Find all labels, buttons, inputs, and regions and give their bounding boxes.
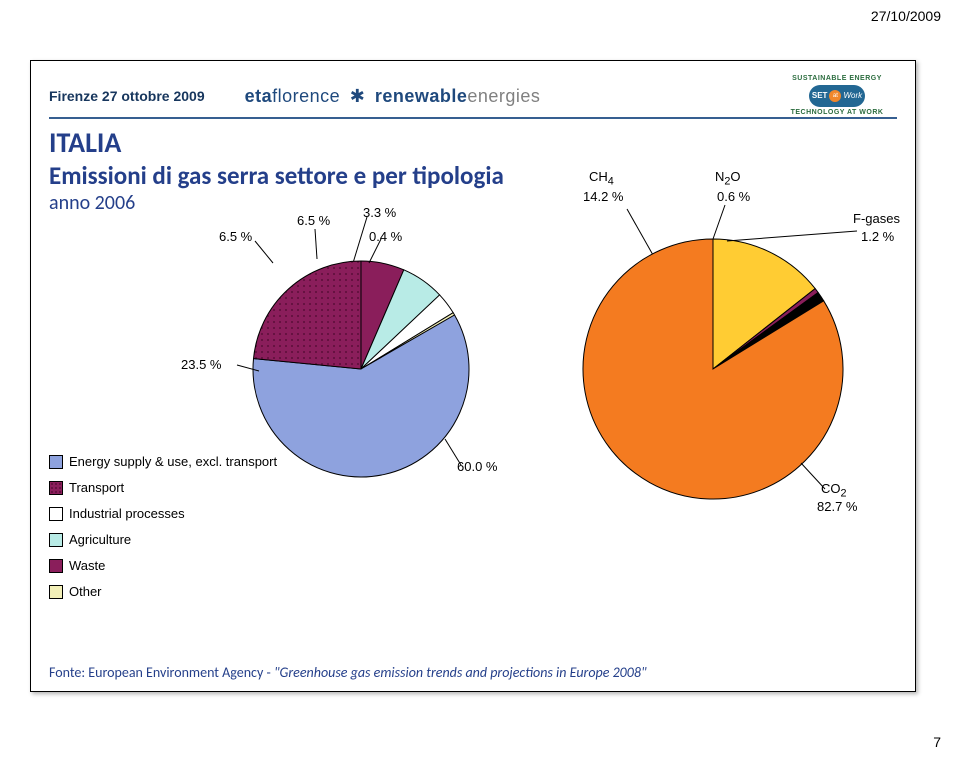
pie-slice-label: 6.5 % [297,213,330,228]
leader-line [627,209,653,255]
pie-slice-label: 14.2 % [583,189,623,204]
leader-line [713,205,725,239]
brand-energies: energies [467,86,540,106]
pie-slice-label: 0.6 % [717,189,750,204]
header: Firenze 27 ottobre 2009 etaflorence ✱ re… [49,77,897,115]
chart-area: Energy supply & use, excl. transportTran… [49,181,897,645]
pie-slice-label: 82.7 % [817,499,857,514]
pie-slice-label: 0.4 % [369,229,402,244]
pie-slice-label: 23.5 % [181,357,221,372]
pie-slice-label: 1.2 % [861,229,894,244]
source-title: "Greenhouse gas emission trends and proj… [274,664,647,681]
pie-slice-label-top: CO2 [821,481,847,500]
brand-renewable: renewable [375,86,468,106]
page-date: 27/10/2009 [871,8,941,24]
source-prefix: Fonte: European Environment Agency - [49,664,274,681]
logo-badge: SET at Work [809,85,865,107]
set-at-work-logo: SUSTAINABLE ENERGY SET at Work TECHNOLOG… [777,75,897,116]
brand-florence: florence [272,86,340,106]
pie-slice-label: 6.5 % [219,229,252,244]
pie-slice-label-top: F-gases [853,211,900,226]
brand-title: etaflorence ✱ renewableenergies [245,86,541,107]
logo-line3: TECHNOLOGY AT WORK [777,109,897,117]
slide-frame: Firenze 27 ottobre 2009 etaflorence ✱ re… [30,60,916,692]
pie-slice-label-top: N2O [715,169,741,188]
source-citation: Fonte: European Environment Agency - "Gr… [49,664,647,681]
logo-at-icon: at [829,90,841,102]
pie-slice-label: 60.0 % [457,459,497,474]
logo-work: Work [843,92,862,101]
brand-eta: eta [245,86,273,106]
pie-slice-label-top: CH4 [589,169,614,188]
header-left-text: Firenze 27 ottobre 2009 [49,88,205,104]
page-number: 7 [933,734,941,750]
title-country: ITALIA [49,125,504,160]
brand-star-icon: ✱ [350,86,366,106]
pie-slice-label: 3.3 % [363,205,396,220]
logo-line1: SUSTAINABLE ENERGY [777,75,897,83]
leader-line [727,231,857,241]
logo-set: SET [812,92,828,101]
header-rule [49,117,897,119]
gas-pie [49,181,919,621]
